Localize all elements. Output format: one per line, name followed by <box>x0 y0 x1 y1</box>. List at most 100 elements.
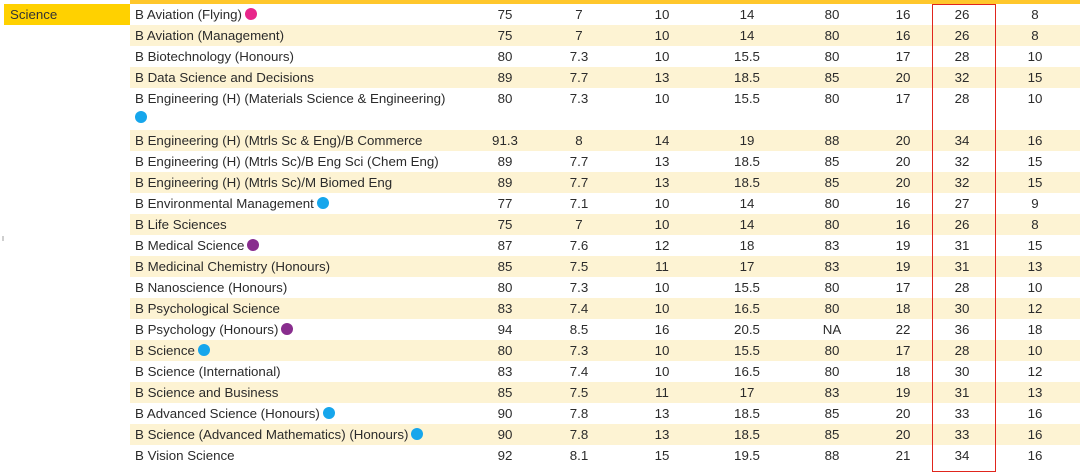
course-name: B Life Sciences <box>135 217 227 232</box>
value-cell: 20 <box>895 154 911 169</box>
value-cell: 90 <box>497 427 513 442</box>
table-row: B Science and Business 85 7.5 11 17 83 19 31 13 <box>130 382 1080 403</box>
value-cell: 18 <box>895 301 911 316</box>
value-cell: 85 <box>824 70 840 85</box>
value-cell: 10 <box>654 196 670 211</box>
value-cell: 20 <box>895 133 911 148</box>
course-name-cell: B Psychology (Honours) <box>135 319 294 340</box>
value-cell: 15.5 <box>734 91 760 106</box>
table-row: B Engineering (H) (Materials Science & E… <box>130 88 1080 130</box>
value-cell: 16 <box>1027 406 1043 421</box>
value-cell: 7.8 <box>569 406 589 421</box>
value-cell: 16 <box>1027 448 1043 463</box>
value-cell: 15 <box>1027 175 1043 190</box>
course-name-cell: B Environmental Management <box>135 193 329 214</box>
value-cell: 85 <box>497 259 513 274</box>
value-cell: 77 <box>497 196 513 211</box>
value-cell: 7.7 <box>569 70 589 85</box>
value-cell: 19.5 <box>734 448 760 463</box>
course-name-cell: B Aviation (Management) <box>135 25 284 46</box>
course-name: B Biotechnology (Honours) <box>135 49 294 64</box>
value-cell: 31 <box>954 238 970 253</box>
course-name: B Medicinal Chemistry (Honours) <box>135 259 331 274</box>
course-name: B Science (International) <box>135 364 281 379</box>
value-cell: 83 <box>824 259 840 274</box>
value-cell: 10 <box>654 49 670 64</box>
value-cell: 15.5 <box>734 49 760 64</box>
value-cell: 34 <box>954 133 970 148</box>
value-cell: 8 <box>1031 217 1039 232</box>
value-cell: 21 <box>895 448 911 463</box>
value-cell: 7.4 <box>569 301 589 316</box>
value-cell: 89 <box>497 175 513 190</box>
value-cell: 33 <box>954 406 970 421</box>
value-cell: 8 <box>575 133 583 148</box>
value-cell: 17 <box>739 259 755 274</box>
blue-dot-icon <box>411 428 424 440</box>
value-cell: 88 <box>824 133 840 148</box>
course-name-cell: B Advanced Science (Honours) <box>135 403 335 424</box>
value-cell: 80 <box>497 49 513 64</box>
value-cell: 75 <box>497 28 513 43</box>
blue-dot-icon <box>135 111 147 123</box>
value-cell: 28 <box>954 343 970 358</box>
value-cell: 17 <box>895 49 911 64</box>
value-cell: 80 <box>824 49 840 64</box>
value-cell: 18.5 <box>734 70 760 85</box>
value-cell: 80 <box>824 301 840 316</box>
course-name: B Data Science and Decisions <box>135 70 314 85</box>
course-name-cell: B Data Science and Decisions <box>135 67 314 88</box>
table-row: B Medical Science 87 7.6 12 18 83 19 31 15 <box>130 235 1080 256</box>
table-row: B Engineering (H) (Mtrls Sc)/B Eng Sci (… <box>130 151 1080 172</box>
value-cell: 20 <box>895 406 911 421</box>
course-name: B Engineering (H) (Mtrls Sc)/M Biomed En… <box>135 175 393 190</box>
table-row: B Data Science and Decisions 89 7.7 13 18.5 8… <box>130 67 1080 88</box>
value-cell: 80 <box>824 196 840 211</box>
value-cell: 7 <box>575 217 583 232</box>
value-cell: 18.5 <box>734 175 760 190</box>
value-cell: 13 <box>1027 385 1043 400</box>
value-cell: 7.8 <box>569 427 589 442</box>
course-name-cell: B Engineering (H) (Mtrls Sc)/B Eng Sci (… <box>135 151 439 172</box>
course-name: B Medical Science <box>135 238 245 253</box>
value-cell: 26 <box>954 217 970 232</box>
table-row: B Psychology (Honours) 94 8.5 16 20.5 NA 22 36 1… <box>130 319 1080 340</box>
value-cell: 90 <box>497 406 513 421</box>
table-row: B Science (Advanced Mathematics) (Honour… <box>130 424 1080 445</box>
value-cell: 15.5 <box>734 343 760 358</box>
divider <box>2 236 4 241</box>
value-cell: 16 <box>895 196 911 211</box>
value-cell: 16.5 <box>734 364 760 379</box>
table-row: B Aviation (Flying) 75 7 10 14 80 16 26 8 <box>130 4 1080 25</box>
value-cell: 14 <box>739 196 755 211</box>
blue-dot-icon <box>316 197 329 209</box>
value-cell: 7.3 <box>569 343 589 358</box>
table-row: B Psychological Science 83 7.4 10 16.5 80 18 30… <box>130 298 1080 319</box>
table-row: B Science 80 7.3 10 15.5 80 17 28 10 <box>130 340 1080 361</box>
table-row: B Nanoscience (Honours) 80 7.3 10 15.5 80 17 28… <box>130 277 1080 298</box>
course-name-cell: B Vision Science <box>135 445 235 466</box>
value-cell: 80 <box>824 217 840 232</box>
table-row: B Vision Science 92 8.1 15 19.5 88 21 34 16 <box>130 445 1080 466</box>
course-name-cell: B Engineering (H) (Mtrls Sc & Eng)/B Com… <box>135 130 422 151</box>
course-name: B Science <box>135 343 195 358</box>
value-cell: 15 <box>1027 238 1043 253</box>
value-cell: 13 <box>1027 259 1043 274</box>
value-cell: 83 <box>497 301 513 316</box>
table-row: B Engineering (H) (Mtrls Sc & Eng)/B Com… <box>130 130 1080 151</box>
value-cell: 12 <box>1027 301 1043 316</box>
value-cell: 13 <box>654 154 670 169</box>
table-top-border <box>130 0 1080 4</box>
value-cell: 18.5 <box>734 406 760 421</box>
value-cell: 11 <box>655 259 669 274</box>
value-cell: 9 <box>1031 196 1039 211</box>
value-cell: 16 <box>1027 427 1043 442</box>
value-cell: 13 <box>654 70 670 85</box>
purple-dot-icon <box>281 323 294 335</box>
value-cell: 10 <box>654 343 670 358</box>
value-cell: 31 <box>954 385 970 400</box>
course-name-cell: B Biotechnology (Honours) <box>135 46 294 67</box>
course-name: B Science (Advanced Mathematics) (Honour… <box>135 427 409 442</box>
value-cell: 34 <box>954 448 970 463</box>
faculty-cell: Science <box>4 4 130 25</box>
